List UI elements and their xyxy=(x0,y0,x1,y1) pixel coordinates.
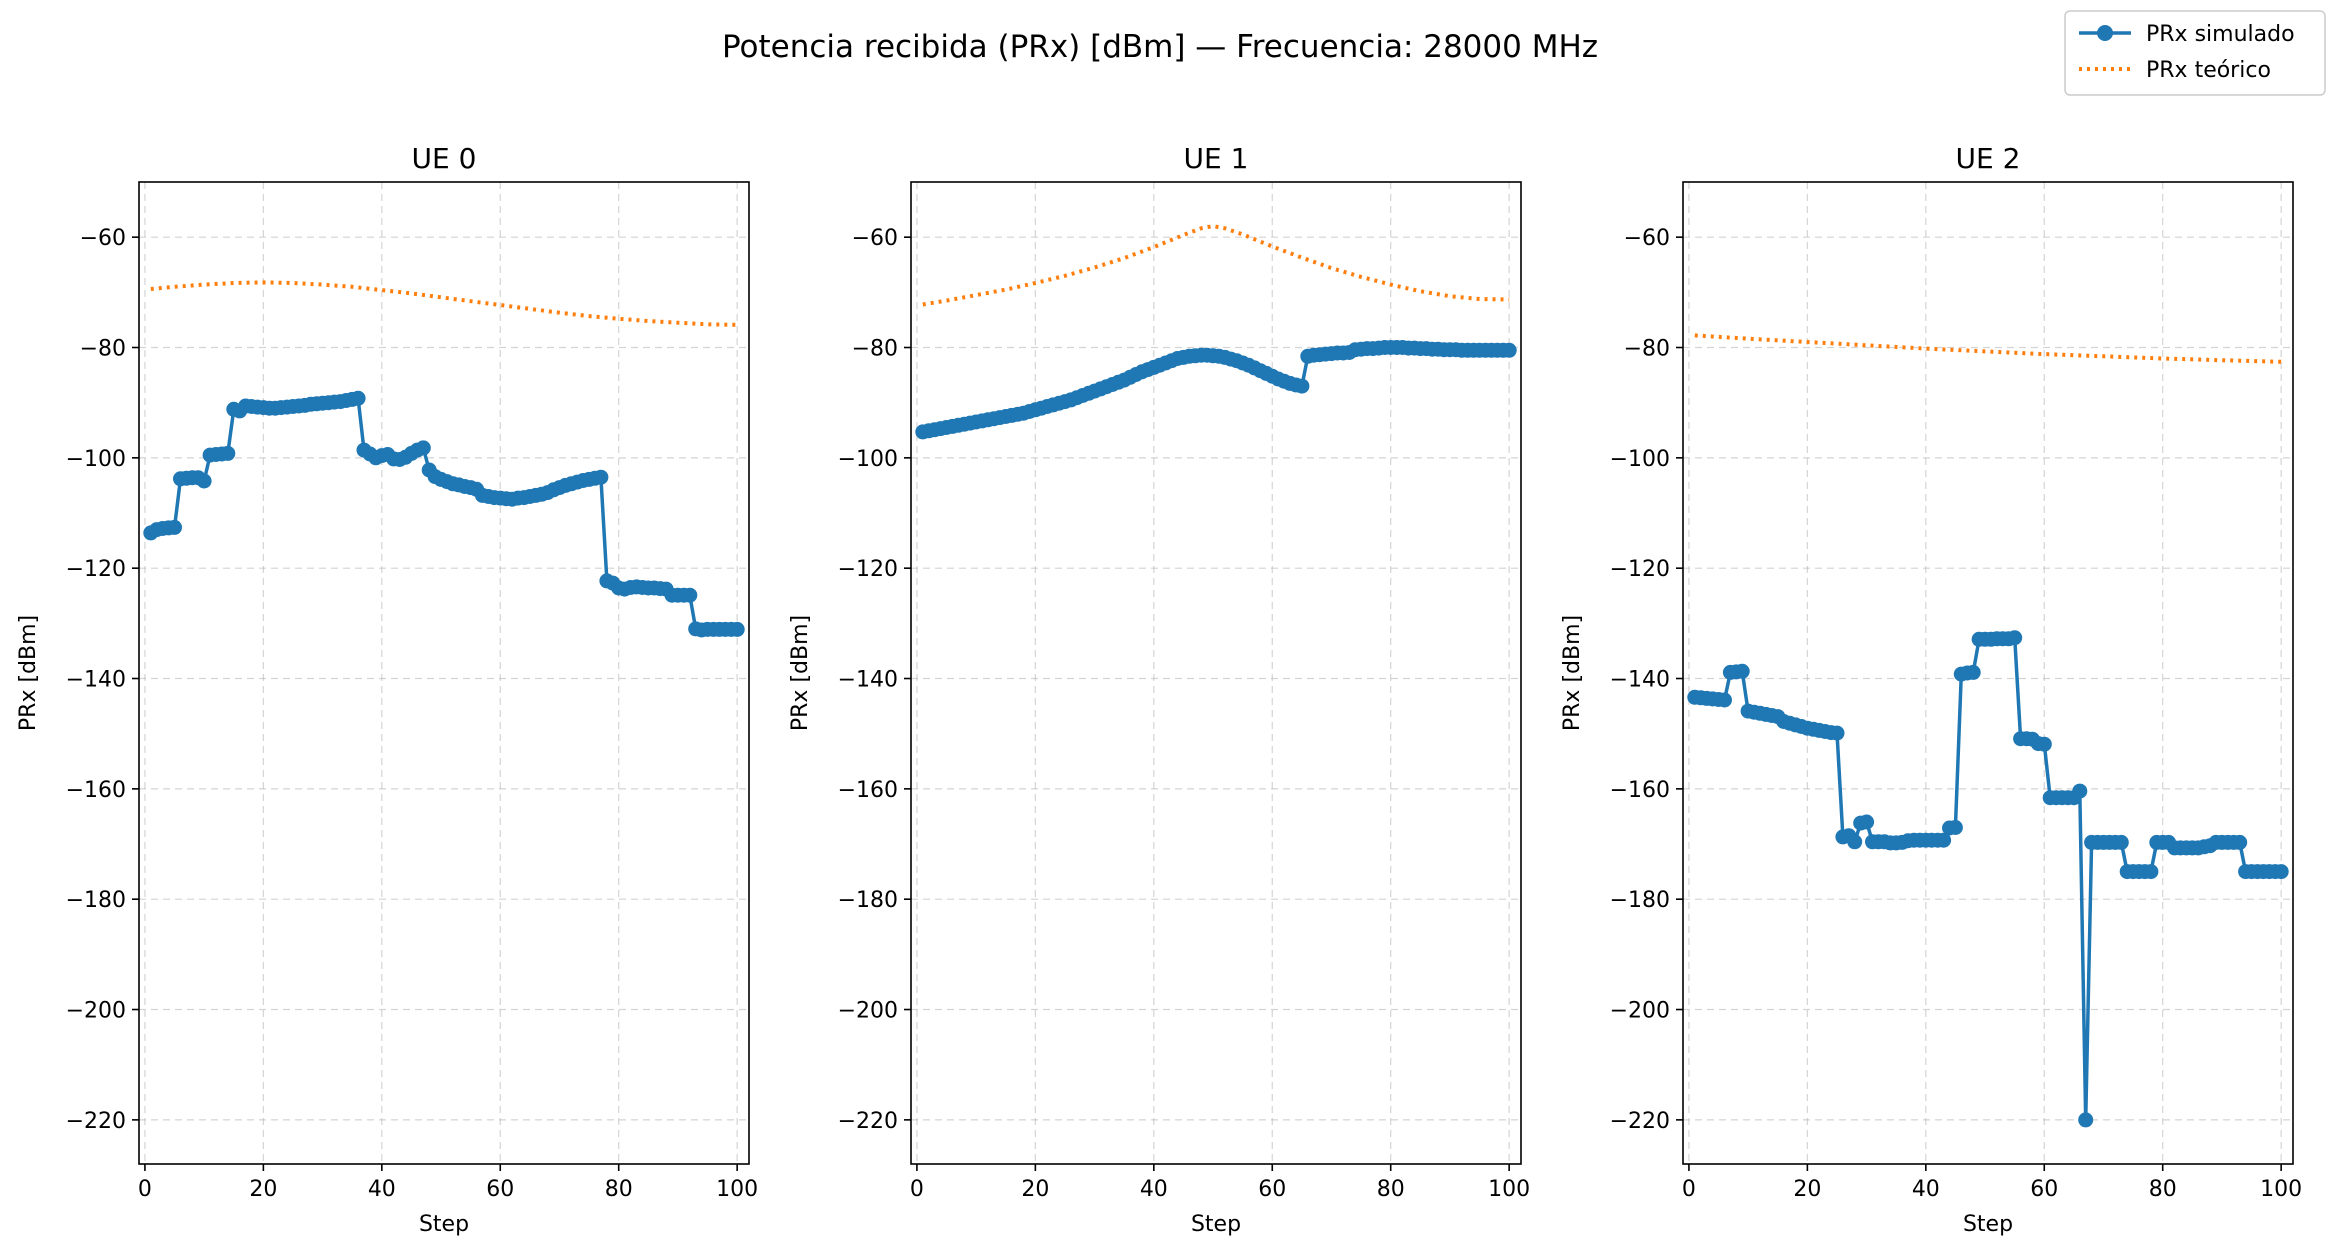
y-tick-label: −60 xyxy=(1624,226,1670,251)
data-point xyxy=(1936,832,1952,848)
data-point xyxy=(1829,725,1845,741)
data-point xyxy=(1859,814,1875,830)
x-tick-label: 100 xyxy=(1488,1177,1530,1202)
subplot-ue-1: 0 20 40 60 80 100 −60 −80 −100 −120 −140 −160 −180 −2… xyxy=(788,142,1530,1237)
y-tick-label: −100 xyxy=(66,447,126,472)
data-point xyxy=(415,440,431,456)
x-tick-label: 40 xyxy=(368,1177,396,1202)
axes-frame xyxy=(1682,181,2294,1165)
data-point xyxy=(2072,783,2088,799)
data-point xyxy=(1501,342,1517,358)
data-point xyxy=(196,473,212,489)
series-line-prx-teorico xyxy=(150,280,738,327)
y-tick-label: −200 xyxy=(838,999,898,1024)
y-tick-label: −120 xyxy=(66,557,126,582)
subplot-title: UE 1 xyxy=(1184,142,1249,175)
x-axis-label: Step xyxy=(419,1212,469,1237)
x-tick-label: 80 xyxy=(2149,1177,2177,1202)
y-tick-label: −100 xyxy=(838,447,898,472)
x-tick-label: 60 xyxy=(1258,1177,1286,1202)
data-point xyxy=(1294,378,1310,394)
y-tick-label: −120 xyxy=(1610,557,1670,582)
y-tick-label: −120 xyxy=(838,557,898,582)
x-tick-label: 40 xyxy=(1912,1177,1940,1202)
subplot-ue-0: 0 20 40 60 80 100 −60 −80 −100 −120 −140 −160 −180 −2… xyxy=(16,142,758,1237)
data-point xyxy=(1734,663,1750,679)
subplot-ue-2: 0 20 40 60 80 100 −60 −80 −100 −120 −140 −160 −180 −2… xyxy=(1560,142,2302,1237)
data-point xyxy=(1965,664,1981,680)
x-axis-label: Step xyxy=(1963,1212,2013,1237)
x-tick-label: 80 xyxy=(1377,1177,1405,1202)
data-point xyxy=(1717,692,1732,708)
x-tick-label: 0 xyxy=(910,1177,924,1202)
series-group xyxy=(143,280,745,638)
y-tick-label: −160 xyxy=(1610,778,1670,803)
y-tick-label: −160 xyxy=(838,778,898,803)
y-tick-label: −180 xyxy=(838,888,898,913)
subplot-title: UE 0 xyxy=(412,142,477,175)
data-point xyxy=(2273,864,2289,880)
y-tick-label: −140 xyxy=(1610,668,1670,693)
y-axis-label: PRx [dBm] xyxy=(16,615,41,731)
x-tick-label: 60 xyxy=(486,1177,514,1202)
y-tick-label: −200 xyxy=(1610,999,1670,1024)
x-tick-label: 80 xyxy=(605,1177,633,1202)
data-point xyxy=(2036,736,2052,752)
y-tick-label: −220 xyxy=(66,1109,126,1134)
x-tick-label: 0 xyxy=(1682,1177,1696,1202)
series-group xyxy=(915,224,1517,440)
subplot-title: UE 2 xyxy=(1956,142,2021,175)
y-axis-label: PRx [dBm] xyxy=(788,615,813,731)
y-tick-label: −220 xyxy=(1610,1109,1670,1134)
data-point xyxy=(1847,834,1863,850)
y-tick-label: −80 xyxy=(852,337,898,362)
y-tick-label: −220 xyxy=(838,1109,898,1134)
legend: PRx simulado PRx teórico xyxy=(2064,10,2326,96)
y-tick-label: −160 xyxy=(66,778,126,803)
series-line-prx-teorico xyxy=(922,224,1510,307)
legend-simulado-marker xyxy=(2097,25,2113,41)
y-tick-label: −80 xyxy=(1624,337,1670,362)
axes-frame xyxy=(138,181,750,1165)
x-tick-label: 20 xyxy=(1793,1177,1821,1202)
x-tick-label: 0 xyxy=(138,1177,152,1202)
data-point xyxy=(682,587,698,603)
y-axis-label: PRx [dBm] xyxy=(1560,615,1585,731)
legend-simulado-label: PRx simulado xyxy=(2146,22,2295,47)
data-point xyxy=(2007,630,2023,646)
y-tick-label: −200 xyxy=(66,999,126,1024)
data-point xyxy=(2078,1112,2094,1128)
figure-title: Potencia recibida (PRx) [dBm] — Frecuenc… xyxy=(722,29,1598,65)
y-tick-label: −80 xyxy=(80,337,126,362)
data-point xyxy=(167,519,182,535)
series-line-prx-teorico xyxy=(1694,333,2282,364)
y-tick-label: −180 xyxy=(66,888,126,913)
data-point xyxy=(2113,834,2129,850)
x-tick-label: 100 xyxy=(716,1177,758,1202)
x-tick-label: 60 xyxy=(2030,1177,2058,1202)
data-point xyxy=(1947,820,1963,835)
data-point xyxy=(350,390,366,406)
x-tick-label: 100 xyxy=(2260,1177,2302,1202)
data-point xyxy=(729,621,745,637)
y-tick-label: −60 xyxy=(80,226,126,251)
legend-teorico-label: PRx teórico xyxy=(2146,58,2271,83)
y-tick-label: −100 xyxy=(1610,447,1670,472)
y-tick-label: −180 xyxy=(1610,888,1670,913)
x-tick-label: 40 xyxy=(1140,1177,1168,1202)
data-point xyxy=(593,469,609,485)
y-tick-label: −140 xyxy=(66,668,126,693)
x-axis-label: Step xyxy=(1191,1212,1241,1237)
x-tick-label: 20 xyxy=(249,1177,277,1202)
series-group xyxy=(1687,333,2289,1128)
y-tick-label: −140 xyxy=(838,668,898,693)
y-tick-label: −60 xyxy=(852,226,898,251)
data-point xyxy=(220,445,236,461)
data-point xyxy=(2232,834,2248,850)
axes-frame xyxy=(910,181,1522,1165)
x-tick-label: 20 xyxy=(1021,1177,1049,1202)
data-point xyxy=(2143,864,2159,880)
